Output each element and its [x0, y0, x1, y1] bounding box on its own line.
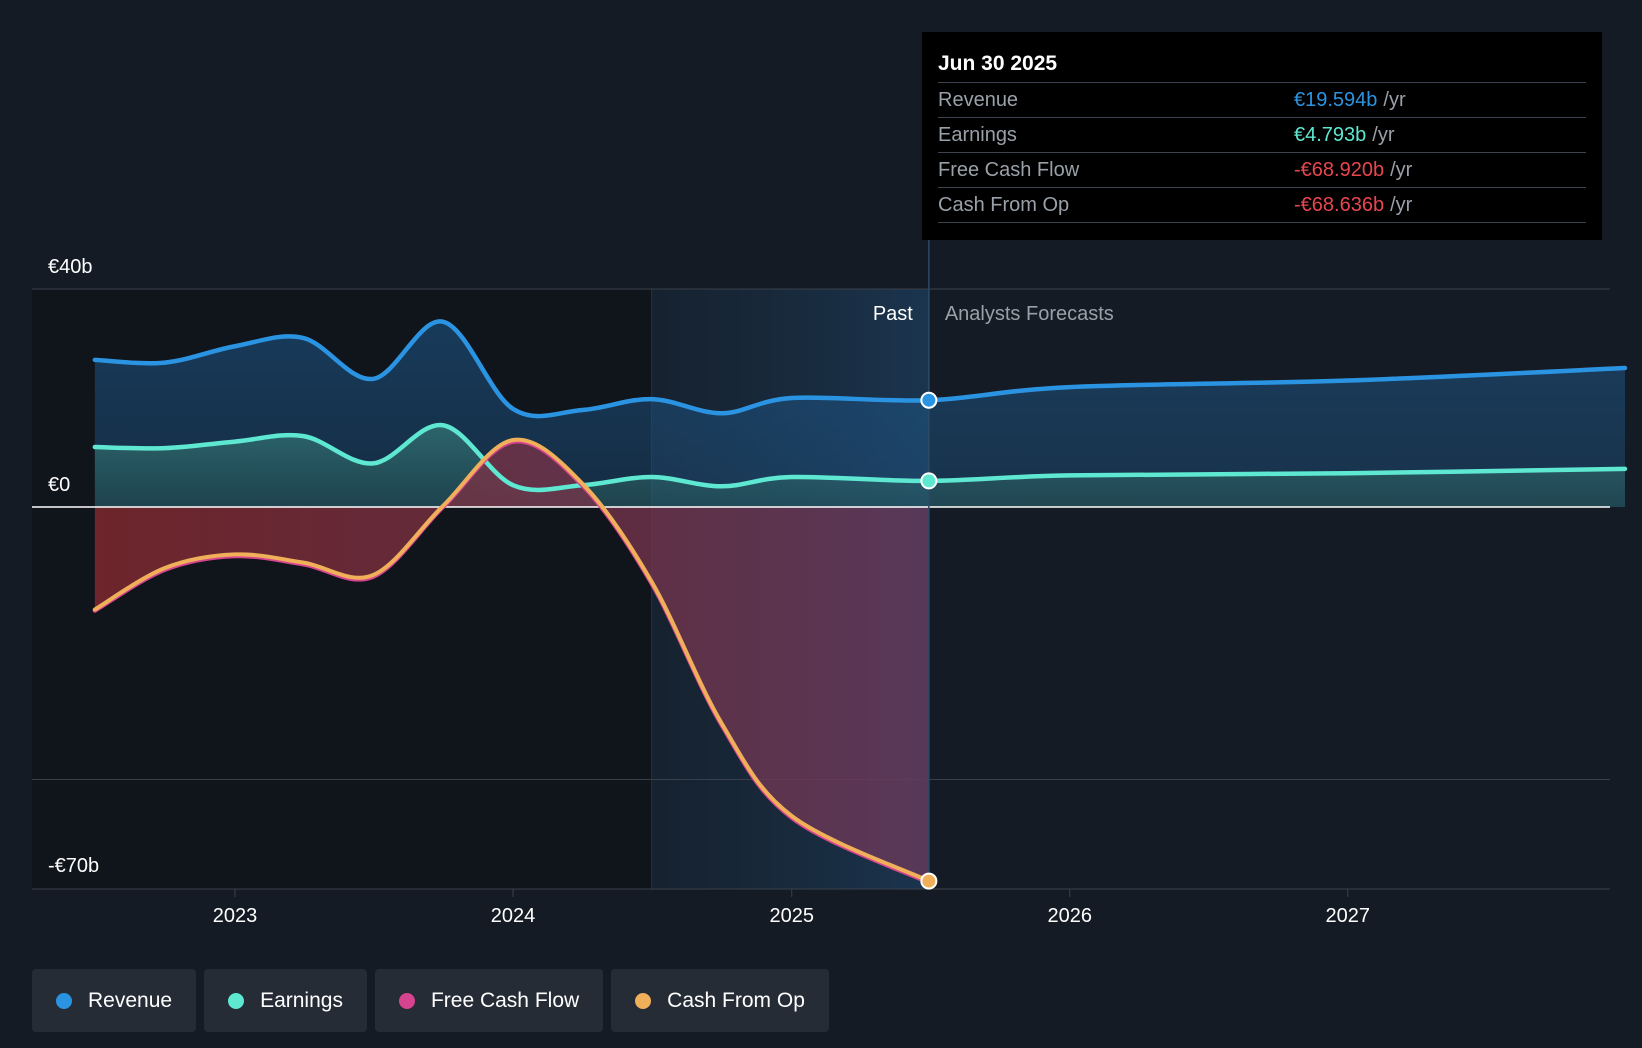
past-label: Past: [873, 303, 913, 325]
chart-legend: Revenue Earnings Free Cash Flow Cash Fro…: [32, 969, 829, 1032]
legend-dot-icon: [228, 992, 245, 1009]
x-tick-label: 2025: [770, 905, 815, 927]
tooltip-earnings-value: €4.793b: [1294, 124, 1367, 146]
x-tick-label: 2024: [491, 905, 536, 927]
tooltip-row-revenue: Revenue €19.594b/yr: [938, 83, 1586, 118]
tooltip-revenue-unit: /yr: [1383, 89, 1406, 111]
hover-tooltip: Jun 30 2025 Revenue €19.594b/yr Earnings…: [922, 32, 1602, 240]
tooltip-row-fcf: Free Cash Flow -€68.920b/yr: [938, 153, 1586, 188]
legend-dot-icon: [635, 992, 652, 1009]
tooltip-row-earnings: Earnings €4.793b/yr: [938, 118, 1586, 153]
tooltip-row-cfo: Cash From Op -€68.636b/yr: [938, 188, 1586, 223]
tooltip-fcf-label: Free Cash Flow: [938, 159, 1080, 181]
tooltip-revenue-label: Revenue: [938, 89, 1019, 111]
legend-item-free-cash-flow[interactable]: Free Cash Flow: [374, 969, 604, 1032]
x-tick-label: 2023: [213, 905, 258, 927]
tooltip-date: Jun 30 2025: [938, 46, 1586, 83]
legend-item-earnings[interactable]: Earnings: [204, 969, 367, 1032]
legend-item-cash-from-op[interactable]: Cash From Op: [611, 969, 829, 1032]
tooltip-fcf-unit: /yr: [1390, 159, 1413, 181]
legend-label-revenue: Revenue: [88, 988, 173, 1012]
legend-label-free-cash-flow: Free Cash Flow: [430, 988, 580, 1012]
tooltip-earnings-label: Earnings: [938, 124, 1017, 146]
cash-from-op-marker: [920, 872, 938, 890]
earnings-line: [92, 422, 1628, 493]
tooltip-revenue-value: €19.594b: [1294, 89, 1378, 111]
x-tick-label: 2027: [1326, 905, 1371, 927]
tooltip-earnings-unit: /yr: [1372, 124, 1395, 146]
legend-label-earnings: Earnings: [260, 988, 343, 1012]
revenue-line: [92, 319, 1628, 419]
cash-from-op-area: [94, 439, 929, 882]
legend-label-cash-from-op: Cash From Op: [667, 988, 805, 1012]
tooltip-cfo-unit: /yr: [1390, 194, 1413, 216]
legend-dot-icon: [398, 992, 415, 1009]
tooltip-cfo-label: Cash From Op: [938, 194, 1070, 216]
y-axis-label: €0: [48, 474, 70, 496]
tooltip-cfo-value: -€68.636b: [1294, 194, 1385, 216]
tooltip-fcf-value: -€68.920b: [1294, 159, 1385, 181]
cash-from-op-line: [92, 437, 931, 884]
y-axis-label: -€70b: [48, 855, 99, 877]
x-tick-label: 2026: [1048, 905, 1093, 927]
forecast-label: Analysts Forecasts: [945, 303, 1114, 325]
legend-dot-icon: [56, 992, 72, 1009]
legend-item-revenue[interactable]: Revenue: [32, 969, 197, 1032]
earnings-marker: [920, 472, 938, 490]
y-axis-label: €40b: [48, 256, 93, 278]
revenue-marker: [920, 391, 938, 409]
